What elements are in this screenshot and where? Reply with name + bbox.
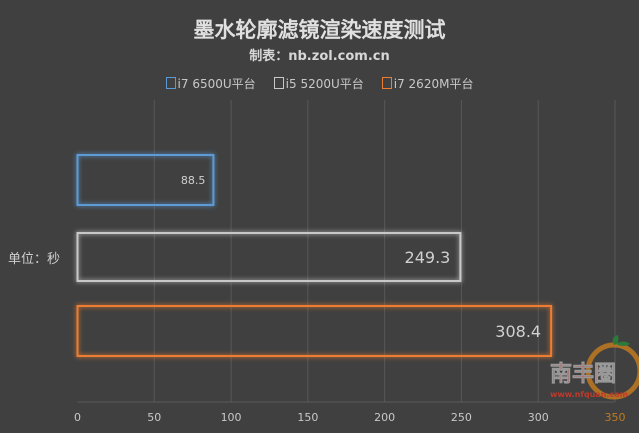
bar <box>76 305 553 357</box>
data-label: 88.5 <box>181 174 206 187</box>
legend-swatch <box>165 77 176 89</box>
x-tick-label: 350 <box>605 411 626 424</box>
legend-item: i7 2620M平台 <box>381 75 474 92</box>
watermark-name: 南丰圈 <box>550 362 616 387</box>
legend-label: i7 6500U平台 <box>177 77 256 91</box>
x-tick-label: 250 <box>451 411 472 424</box>
chart-title: 墨水轮廓滤镜渲染速度测试 <box>193 18 446 42</box>
watermark-logo: 南丰圈 www.nfquan.com <box>550 335 639 400</box>
x-tick-label: 300 <box>528 411 549 424</box>
x-tick-label: 0 <box>74 411 81 424</box>
bar <box>76 154 215 206</box>
data-label: 308.4 <box>495 322 541 341</box>
legend-label: i5 5200U平台 <box>285 77 364 91</box>
x-tick-label: 150 <box>297 411 318 424</box>
x-tick-label: 200 <box>374 411 395 424</box>
chart-subtitle: 制表：nb.zol.com.cn <box>249 49 390 64</box>
unit-label: 单位：秒 <box>8 252 61 267</box>
x-tick-label: 50 <box>147 411 161 424</box>
legend-label: i7 2620M平台 <box>393 77 474 91</box>
watermark-url: www.nfquan.com <box>550 390 628 399</box>
bar <box>76 232 462 282</box>
data-label: 249.3 <box>405 248 451 267</box>
legend-swatch <box>381 77 392 89</box>
legend: i7 6500U平台 i5 5200U平台 i7 2620M平台 <box>0 75 639 92</box>
legend-swatch <box>273 77 284 89</box>
x-tick-label: 100 <box>221 411 242 424</box>
legend-item: i7 6500U平台 <box>165 75 256 92</box>
legend-item: i5 5200U平台 <box>273 75 364 92</box>
